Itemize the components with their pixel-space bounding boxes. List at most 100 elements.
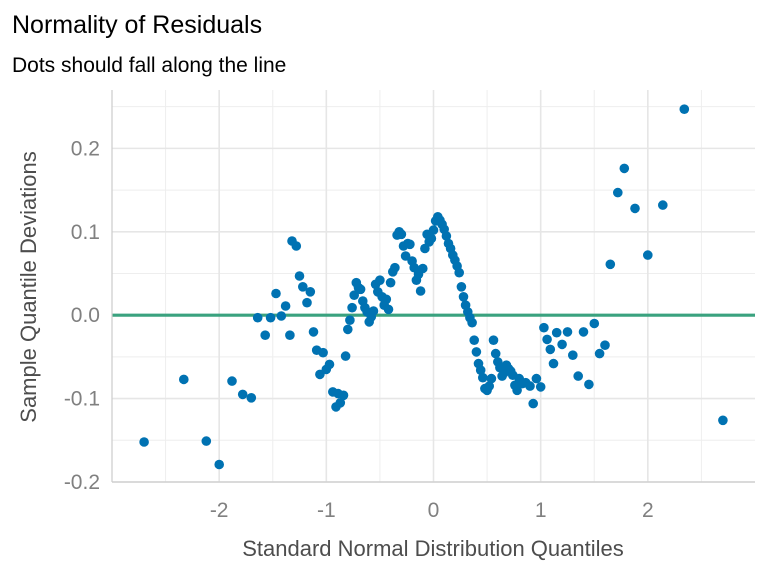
data-point	[324, 359, 335, 370]
data-point	[584, 379, 594, 390]
data-point	[551, 327, 562, 338]
data-points	[139, 104, 728, 470]
data-point	[486, 373, 497, 384]
x-tick-label: -1	[317, 499, 336, 522]
y-tick-label: -0.1	[64, 388, 100, 411]
data-point	[484, 381, 495, 391]
data-point	[613, 187, 623, 198]
data-point	[418, 263, 428, 274]
data-point	[578, 327, 589, 337]
data-point	[531, 373, 542, 384]
data-point	[271, 288, 281, 299]
data-point	[548, 358, 559, 369]
data-point	[345, 315, 355, 326]
data-point	[400, 251, 411, 261]
data-point	[396, 229, 407, 240]
data-point	[428, 225, 439, 235]
data-point	[456, 282, 467, 292]
data-point	[237, 389, 248, 400]
x-axis-ticks: -2 -1 0 1 2	[210, 499, 654, 522]
data-point	[347, 302, 357, 313]
data-point	[562, 327, 573, 337]
data-point	[340, 351, 351, 361]
data-point	[535, 382, 546, 392]
data-point	[335, 398, 346, 408]
data-point	[605, 259, 616, 270]
data-point	[298, 282, 308, 292]
data-point	[227, 376, 237, 386]
data-point	[658, 200, 668, 210]
data-point	[545, 344, 556, 355]
x-tick-label: 2	[642, 499, 654, 522]
data-point	[214, 459, 224, 470]
data-point	[600, 340, 610, 351]
data-point	[454, 267, 465, 278]
data-point	[539, 322, 549, 333]
data-point	[475, 365, 486, 376]
data-point	[294, 271, 305, 281]
data-point	[469, 335, 480, 346]
data-point	[343, 324, 353, 335]
chart-title: Normality of Residuals	[12, 11, 262, 39]
data-point	[390, 262, 400, 273]
data-point	[368, 306, 379, 316]
data-point	[573, 371, 583, 381]
y-tick-label: 0.2	[71, 137, 100, 160]
x-tick-label: -2	[210, 499, 229, 522]
data-point	[308, 327, 319, 337]
data-point	[405, 239, 415, 250]
data-point	[557, 339, 567, 350]
data-point	[512, 385, 522, 396]
data-point	[139, 437, 149, 447]
data-point	[718, 415, 728, 426]
data-point	[383, 304, 394, 315]
data-point	[589, 318, 600, 329]
x-tick-label: 1	[535, 499, 547, 522]
data-point	[441, 231, 452, 241]
data-point	[467, 317, 477, 328]
data-point	[568, 350, 578, 361]
data-point	[260, 330, 271, 341]
data-point	[381, 294, 392, 305]
x-tick-label: 0	[428, 499, 440, 522]
data-point	[375, 275, 385, 286]
data-point	[643, 250, 653, 260]
data-point	[415, 286, 426, 296]
data-point	[528, 398, 538, 409]
data-point	[619, 163, 630, 174]
data-point	[338, 390, 349, 401]
data-point	[426, 233, 437, 244]
data-point	[458, 292, 469, 302]
chart-subtitle: Dots should fall along the line	[12, 54, 286, 77]
data-point	[302, 297, 312, 308]
data-point	[285, 330, 295, 341]
x-axis-title: Standard Normal Distribution Quantiles	[242, 536, 624, 561]
data-point	[542, 334, 552, 345]
data-point	[478, 372, 488, 383]
axis-lines	[111, 90, 755, 483]
data-point	[276, 311, 287, 321]
data-point	[265, 312, 276, 323]
data-point	[305, 287, 316, 297]
y-tick-label: 0.0	[71, 304, 100, 327]
data-point	[179, 374, 189, 385]
data-point	[385, 277, 396, 288]
major-gridlines	[112, 90, 755, 483]
data-point	[280, 301, 291, 311]
data-point	[594, 348, 605, 359]
data-point	[471, 347, 482, 357]
data-point	[291, 241, 302, 251]
data-point	[252, 312, 263, 323]
data-point	[488, 335, 499, 346]
data-point	[349, 290, 360, 301]
data-point	[318, 347, 328, 358]
y-tick-label: 0.1	[71, 221, 100, 244]
y-tick-label: -0.2	[64, 471, 100, 494]
y-axis-ticks: -0.2 -0.1 0.0 0.1 0.2	[64, 137, 100, 494]
data-point	[490, 348, 501, 359]
data-point	[246, 393, 257, 403]
data-point	[355, 284, 366, 295]
data-point	[525, 381, 535, 391]
data-point	[679, 104, 690, 114]
